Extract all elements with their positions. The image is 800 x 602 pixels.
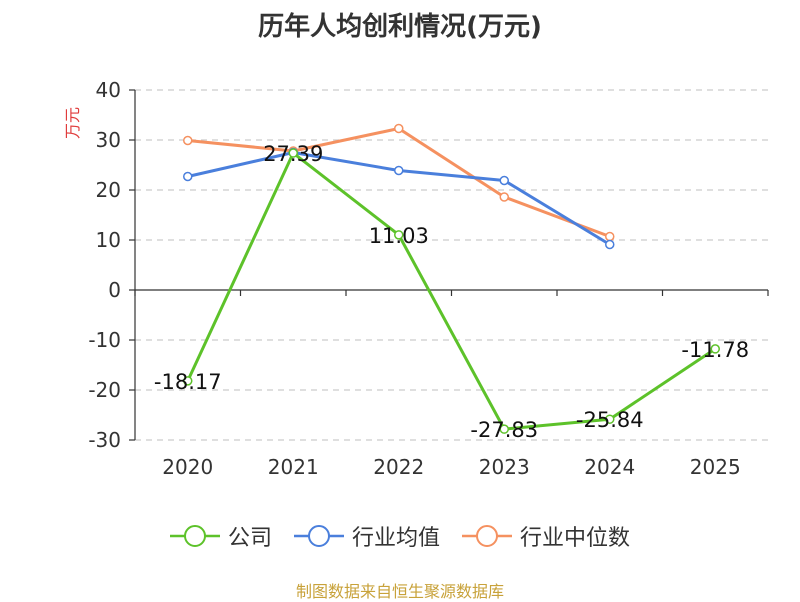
legend-label: 行业均值 xyxy=(351,526,440,551)
source-note: 制图数据来自恒生聚源数据库 xyxy=(295,582,504,601)
data-point xyxy=(183,376,193,386)
y-tick-label: 20 xyxy=(96,178,121,202)
x-tick-label: 2025 xyxy=(690,455,741,479)
data-point xyxy=(710,344,720,354)
data-point xyxy=(394,123,404,134)
chart-title: 历年人均创利情况(万元) xyxy=(258,12,542,42)
legend-item[interactable]: 行业中位数 xyxy=(462,520,630,552)
x-tick-label: 2021 xyxy=(268,455,319,479)
legend-swatch-icon xyxy=(293,525,344,547)
x-tick-label: 2023 xyxy=(479,455,530,479)
y-tick-label: -30 xyxy=(88,428,121,452)
y-tick-label: 0 xyxy=(108,278,121,302)
y-tick-label: 10 xyxy=(96,228,121,252)
data-point xyxy=(499,192,509,202)
data-label: 27.39 xyxy=(263,142,323,166)
y-tick-label: 40 xyxy=(96,78,121,102)
y-tick-label: 30 xyxy=(96,128,121,152)
legend-label: 行业中位数 xyxy=(520,526,631,551)
x-tick-label: 2022 xyxy=(373,455,424,479)
legend-item[interactable]: 公司 xyxy=(169,520,272,552)
data-label: -27.83 xyxy=(470,418,538,442)
y-tick-label: -10 xyxy=(88,328,121,352)
series-line-2 xyxy=(187,127,611,238)
data-point xyxy=(394,230,404,240)
data-point xyxy=(183,135,193,146)
legend-swatch-icon xyxy=(169,525,220,547)
data-label: -25.84 xyxy=(576,408,644,432)
y-tick-label: -20 xyxy=(88,378,121,402)
y-axis-label: 万元 xyxy=(63,107,82,139)
data-label: -18.17 xyxy=(154,370,222,394)
data-point xyxy=(605,239,615,250)
data-point xyxy=(394,165,404,176)
series-line-0 xyxy=(186,151,717,431)
data-point xyxy=(499,175,509,186)
data-point xyxy=(605,414,615,424)
data-point xyxy=(605,231,615,242)
data-label: 11.03 xyxy=(369,224,429,248)
legend: 公司 行业均值 行业中位数 xyxy=(0,520,800,552)
legend-swatch-icon xyxy=(462,525,512,547)
data-label: -11.78 xyxy=(681,338,749,362)
legend-label: 公司 xyxy=(227,526,272,551)
data-point xyxy=(183,171,193,182)
data-point xyxy=(499,424,509,434)
legend-item[interactable]: 行业均值 xyxy=(293,520,440,552)
data-point xyxy=(288,148,298,158)
x-tick-label: 2024 xyxy=(584,455,635,479)
x-tick-label: 2020 xyxy=(162,455,213,479)
